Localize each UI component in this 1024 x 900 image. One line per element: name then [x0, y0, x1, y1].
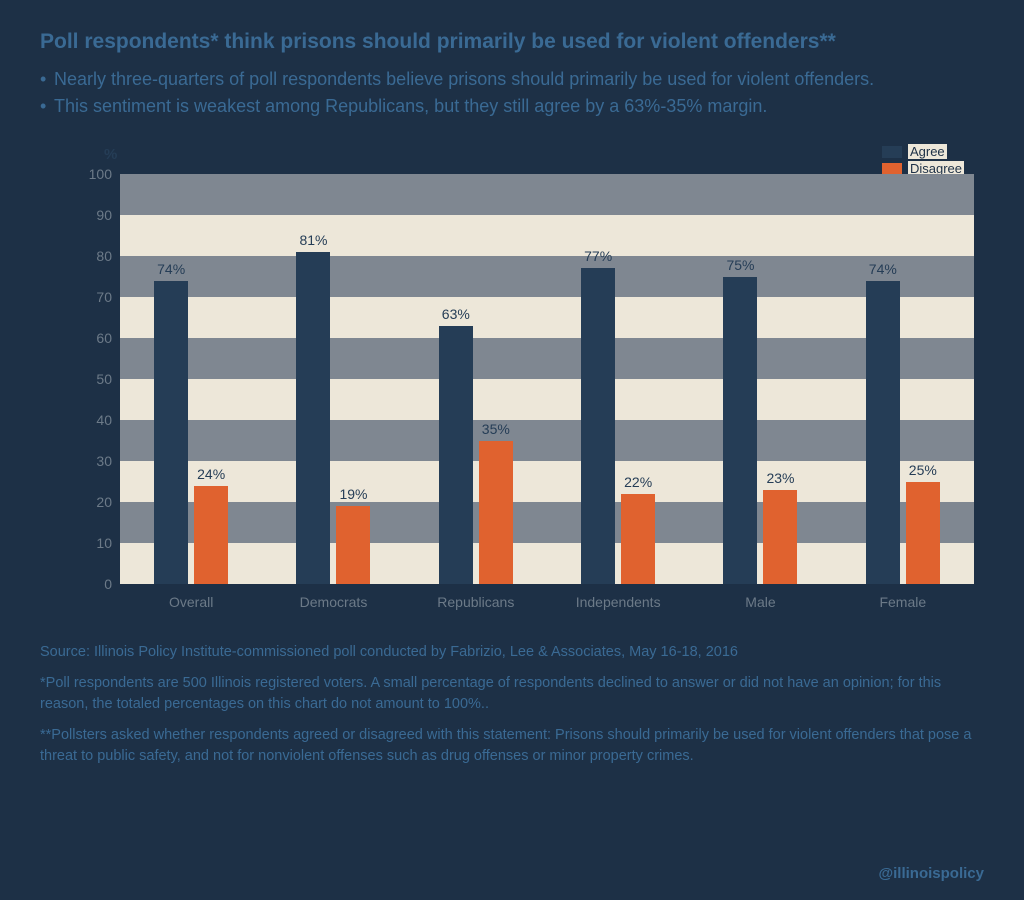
x-tick-label: Overall: [120, 588, 262, 614]
legend-swatch: [882, 146, 902, 158]
footnote-2: **Pollsters asked whether respondents ag…: [40, 725, 984, 767]
bar-value-label: 74%: [869, 261, 897, 281]
bar: 75%: [723, 277, 757, 585]
footnote-1: *Poll respondents are 500 Illinois regis…: [40, 673, 984, 715]
bar-value-label: 19%: [339, 486, 367, 506]
bar-value-label: 81%: [299, 232, 327, 252]
y-tick: 30: [96, 453, 112, 469]
bar: 74%: [866, 281, 900, 584]
bar-value-label: 25%: [909, 462, 937, 482]
x-tick-label: Female: [832, 588, 974, 614]
y-tick: 20: [96, 494, 112, 510]
footer-notes: Source: Illinois Policy Institute-commis…: [40, 642, 984, 767]
bar: 25%: [906, 482, 940, 585]
bar-group: 63%35%: [405, 174, 547, 584]
chart-title: Poll respondents* think prisons should p…: [40, 30, 984, 54]
y-tick: 60: [96, 330, 112, 346]
bar: 24%: [194, 486, 228, 584]
bar-group: 74%24%: [120, 174, 262, 584]
x-axis-labels: OverallDemocratsRepublicansIndependentsM…: [120, 588, 974, 614]
bar-value-label: 24%: [197, 466, 225, 486]
bar: 74%: [154, 281, 188, 584]
y-tick: 100: [89, 166, 112, 182]
bar-value-label: 23%: [766, 470, 794, 490]
y-tick: 80: [96, 248, 112, 264]
y-tick: 40: [96, 412, 112, 428]
legend-swatch: [882, 163, 902, 175]
y-tick: 10: [96, 535, 112, 551]
bar-value-label: 63%: [442, 306, 470, 326]
bar-group: 74%25%: [832, 174, 974, 584]
bar-chart: Agree Disagree % 0 10 20 30 40 50 60 70 80 90 100 7…: [60, 144, 974, 614]
legend: Agree Disagree: [882, 144, 964, 178]
bullet-item: This sentiment is weakest among Republic…: [40, 93, 984, 120]
y-tick: 50: [96, 371, 112, 387]
y-tick: 0: [104, 576, 112, 592]
bar: 23%: [763, 490, 797, 584]
bar: 63%: [439, 326, 473, 584]
x-tick-label: Male: [689, 588, 831, 614]
y-axis-unit: %: [104, 146, 117, 163]
x-tick-label: Republicans: [405, 588, 547, 614]
bar-value-label: 77%: [584, 248, 612, 268]
bar-group: 81%19%: [262, 174, 404, 584]
bar: 22%: [621, 494, 655, 584]
x-tick-label: Independents: [547, 588, 689, 614]
y-tick: 90: [96, 207, 112, 223]
bar: 19%: [336, 506, 370, 584]
bar-value-label: 35%: [482, 421, 510, 441]
bar: 77%: [581, 268, 615, 584]
source-line: Source: Illinois Policy Institute-commis…: [40, 642, 984, 663]
bar: 81%: [296, 252, 330, 584]
bullet-item: Nearly three-quarters of poll respondent…: [40, 66, 984, 93]
bar-value-label: 22%: [624, 474, 652, 494]
bar-groups: 74%24%81%19%63%35%77%22%75%23%74%25%: [120, 174, 974, 584]
x-tick-label: Democrats: [262, 588, 404, 614]
legend-label: Agree: [908, 144, 947, 159]
bar: 35%: [479, 441, 513, 585]
y-tick: 70: [96, 289, 112, 305]
bullet-list: Nearly three-quarters of poll respondent…: [40, 66, 984, 120]
bar-value-label: 75%: [726, 257, 754, 277]
bar-value-label: 74%: [157, 261, 185, 281]
plot-area: 010203040506070809010074%24%81%19%63%35%…: [120, 174, 974, 584]
legend-item-agree: Agree: [882, 144, 964, 159]
bar-group: 75%23%: [689, 174, 831, 584]
attribution-handle: @illinoispolicy: [879, 865, 984, 882]
bar-group: 77%22%: [547, 174, 689, 584]
